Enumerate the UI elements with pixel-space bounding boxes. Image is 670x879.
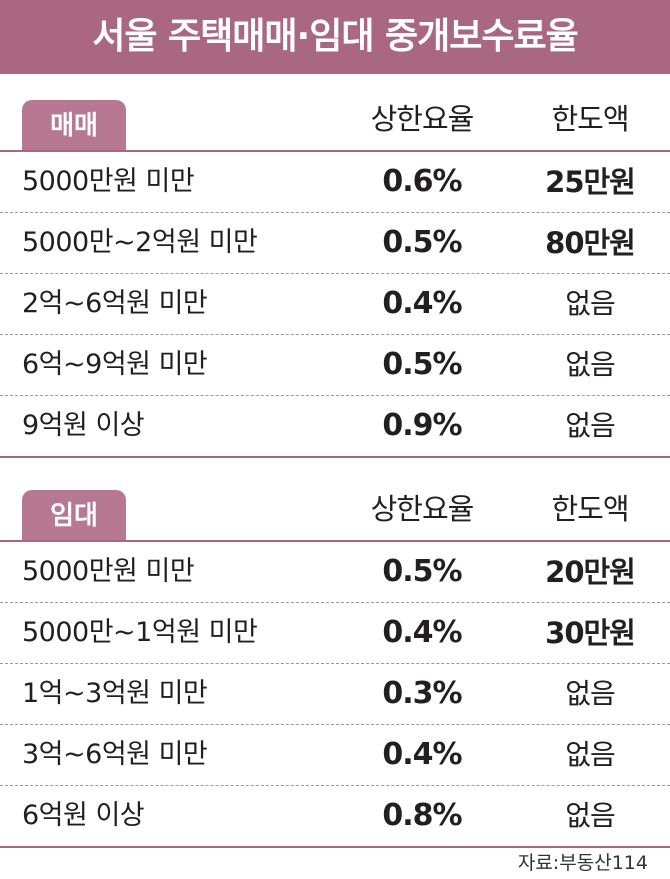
row-label: 3억~6억원 미만 [22,739,208,770]
column-header-rate: 상한요율 [370,102,475,136]
table-sale: 매매 상한요율 한도액 5000만원 미만 0.6% 25만원 5000만~2억원 미… [0,88,670,458]
row-label: 5000만원 미만 [22,556,195,587]
rate-cell: 0.4% [382,286,462,321]
table-row: 6억원 이상 0.8% 없음 [0,786,670,848]
rate-cell: 0.5% [382,225,462,260]
row-label: 5000만원 미만 [22,166,195,197]
table-header: 매매 상한요율 한도액 [0,88,670,152]
row-label: 2억~6억원 미만 [22,288,208,319]
cap-cell: 없음 [565,738,616,771]
chart-title: 서울 주택매매·임대 중개보수료율 [0,0,670,74]
table-row: 5000만원 미만 0.6% 25만원 [0,152,670,213]
cap-cell: 없음 [565,348,616,381]
cap-cell: 없음 [565,677,616,710]
rate-cell: 0.5% [382,347,462,382]
row-label: 6억원 이상 [22,800,145,831]
cap-cell: 20만원 [545,555,636,589]
section-tag-lease: 임대 [22,490,126,540]
rate-cell: 0.4% [382,737,462,772]
row-label: 1억~3억원 미만 [22,678,208,709]
table-row: 1억~3억원 미만 0.3% 없음 [0,664,670,725]
table-body: 5000만원 미만 0.6% 25만원 5000만~2억원 미만 0.5% 80만원 2억~… [0,152,670,458]
rate-cell: 0.6% [382,164,462,199]
cap-cell: 없음 [565,799,616,832]
column-header-rate: 상한요율 [370,492,475,526]
table-row: 5000만~2억원 미만 0.5% 80만원 [0,213,670,274]
row-label: 5000만~1억원 미만 [22,617,258,648]
row-label: 5000만~2억원 미만 [22,227,258,258]
table-row: 2억~6억원 미만 0.4% 없음 [0,274,670,335]
cap-cell: 없음 [565,287,616,320]
table-header: 임대 상한요율 한도액 [0,478,670,542]
table-row: 3억~6억원 미만 0.4% 없음 [0,725,670,786]
table-row: 6억~9억원 미만 0.5% 없음 [0,335,670,396]
table-row: 9억원 이상 0.9% 없음 [0,396,670,458]
row-label: 9억원 이상 [22,410,145,441]
cap-cell: 30만원 [545,616,636,650]
source-note: 자료:부동산114 [517,852,648,874]
column-header-cap: 한도액 [551,492,629,526]
rate-cell: 0.5% [382,554,462,589]
table-body: 5000만원 미만 0.5% 20만원 5000만~1억원 미만 0.4% 30만원 1억~… [0,542,670,848]
cap-cell: 80만원 [545,226,636,260]
section-tag-sale: 매매 [22,100,126,150]
cap-cell: 없음 [565,409,616,442]
table-lease: 임대 상한요율 한도액 5000만원 미만 0.5% 20만원 5000만~1억원 미… [0,478,670,848]
table-row: 5000만원 미만 0.5% 20만원 [0,542,670,603]
row-label: 6억~9억원 미만 [22,349,208,380]
cap-cell: 25만원 [545,165,636,199]
rate-cell: 0.3% [382,676,462,711]
table-row: 5000만~1억원 미만 0.4% 30만원 [0,603,670,664]
rate-cell: 0.9% [382,408,462,443]
column-header-cap: 한도액 [551,102,629,136]
rate-cell: 0.8% [382,798,462,833]
rate-cell: 0.4% [382,615,462,650]
